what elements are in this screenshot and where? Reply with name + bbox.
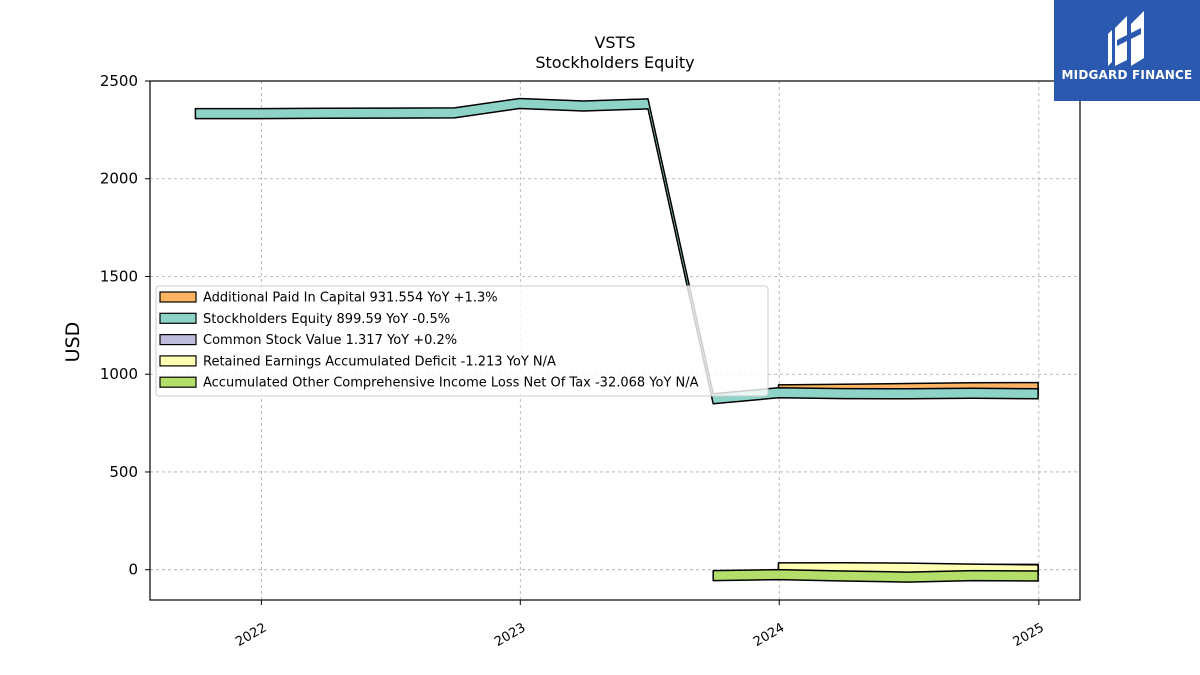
y-tick-label: 2000: [100, 170, 138, 188]
y-tick-label: 2500: [100, 72, 138, 90]
plot-frame: [149, 80, 1081, 601]
series-band-5: [712, 568, 1039, 583]
legend-swatch: [159, 291, 197, 303]
x-axis: 2022 2023 2024 2025: [233, 600, 1047, 650]
midgard-logo-icon: [1108, 11, 1144, 66]
legend-swatch: [159, 334, 197, 346]
y-axis-label: USD: [62, 322, 84, 363]
brand-logo: MIDGARD FINANCE: [1054, 0, 1200, 101]
y-tick-label: 0: [128, 561, 138, 579]
legend-swatch: [159, 312, 197, 324]
y-axis: 0 500 1000 1500 2000 2500: [100, 72, 150, 579]
x-tick-label: 2025: [1011, 620, 1047, 650]
logo-text: MIDGARD FINANCE: [1061, 68, 1193, 82]
y-tick-label: 1000: [100, 365, 138, 383]
x-tick-label: 2022: [233, 620, 269, 650]
legend-swatch: [159, 376, 197, 388]
series-layer: [194, 97, 1039, 583]
legend-label: Common Stock Value 1.317 YoY +0.2%: [203, 333, 457, 348]
legend-swatch: [159, 355, 197, 367]
legend-label: Additional Paid In Capital 931.554 YoY +…: [203, 291, 498, 306]
legend: Additional Paid In Capital 931.554 YoY +…: [155, 285, 769, 397]
chart-title: VSTS: [594, 33, 635, 52]
chart-subtitle: Stockholders Equity: [535, 53, 694, 72]
y-tick-label: 1500: [100, 267, 138, 285]
x-tick-label: 2023: [492, 620, 528, 650]
y-tick-label: 500: [109, 463, 138, 481]
legend-label: Stockholders Equity 899.59 YoY -0.5%: [203, 312, 450, 327]
x-tick-label: 2024: [751, 620, 787, 650]
series-band-2: [194, 97, 1039, 405]
legend-box: [155, 285, 769, 397]
legend-label: Accumulated Other Comprehensive Income L…: [203, 376, 699, 391]
legend-label: Retained Earnings Accumulated Deficit -1…: [203, 354, 556, 369]
